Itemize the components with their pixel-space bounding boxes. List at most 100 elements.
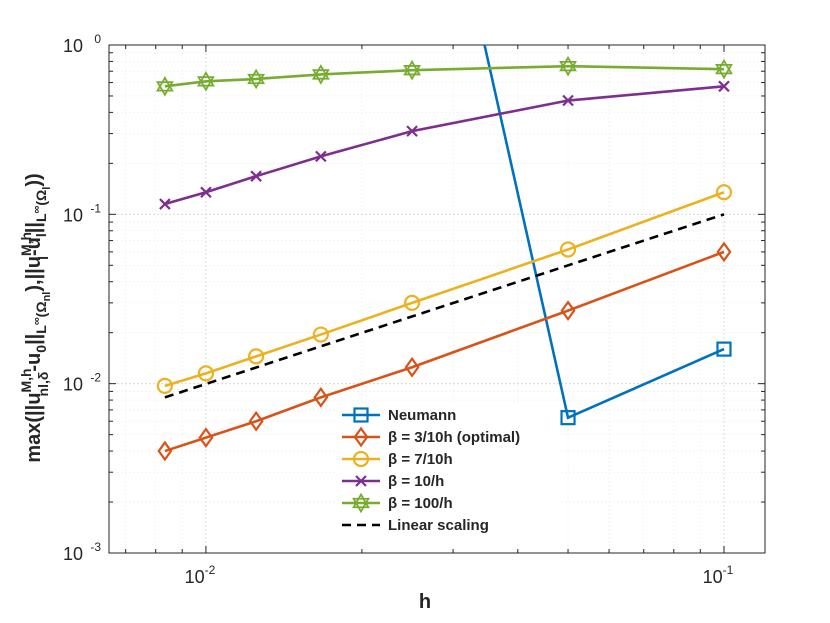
data-point [315,150,327,163]
legend-label: β = 7/10h [388,451,453,468]
marker-triangle [247,68,266,85]
x-tick-label: 10-1 [703,563,734,587]
data-point [404,356,420,378]
axes [108,44,766,554]
marker-triangle [311,64,330,80]
plot-frame [108,44,766,554]
legend-label: Neumann [388,407,456,424]
data-point [562,94,574,107]
y-label-sub: l [35,256,51,260]
y-label-part: || [23,222,45,233]
marker-triangle [247,73,266,90]
legend-box [336,403,558,545]
x-tick-label: 10-2 [185,563,216,587]
marker-triangle [715,64,733,80]
legend-marker [353,407,369,423]
data-point [313,386,329,408]
series-beta-10-h [159,80,730,210]
data-point [200,186,212,199]
marker-triangle [403,65,421,81]
series-line [164,250,725,453]
y-axis-label: max(||uM,hnl,δ-u0||L∞(Ωnl),||uM,hl-ul||L… [18,173,53,462]
y-tick-label: 10 [63,36,83,56]
series-line [483,44,725,420]
data-point [248,410,264,432]
y-label-sub: nl [41,292,53,302]
data-point [560,300,576,322]
marker-triangle [403,59,421,76]
data-point [312,326,329,343]
y-label-sub: l [33,233,49,237]
y-tick-exponent: -2 [90,371,101,385]
y-tick-exponent: -3 [90,540,101,554]
data-point [718,80,730,93]
data-point [559,241,577,258]
data-point [560,410,576,426]
series-line [164,213,725,399]
data-point [197,71,215,92]
data-point [247,68,266,90]
data-point [403,294,421,311]
legend-entry: β = 100/h [342,492,453,514]
x-axis-label: h [419,591,431,613]
legend-marker [353,426,369,448]
marker-triangle [197,71,215,87]
legend-entry: β = 10/h [342,473,444,490]
y-label-part: ),||u [23,256,45,292]
y-tick-label: 10 [63,205,83,225]
series-beta-3-10h-optimal [157,241,732,462]
marker-triangle [715,58,733,75]
y-tick-label: 10 [63,375,83,395]
legend-entry: Neumann [342,407,456,424]
marker-triangle [155,81,174,97]
series-line [164,191,725,388]
data-point [715,184,733,201]
y-label-sup: ∞ [31,317,43,325]
y-label-sub: l [41,187,53,190]
marker-triangle [197,76,215,92]
svg-text:max(||uM,hnl,δ-u0||L∞(Ωnl),||u: max(||uM,hnl,δ-u0||L∞(Ωnl),||uM,hl-ul||L… [18,173,53,462]
marker-triangle [352,492,370,509]
y-label-sub: 0 [33,345,49,353]
y-label-sup: M,h [18,368,34,392]
y-label-sub: (Ω [33,301,49,317]
y-label-sup: M,h [18,232,34,256]
marker-triangle [311,69,330,85]
y-label-part: -u [23,353,45,372]
y-label-prefix: max(||u [23,393,45,463]
legend-marker [352,450,370,468]
data-point [715,58,733,80]
y-label-sub: (Ω [33,190,49,206]
marker-triangle [155,76,174,92]
legend-label: β = 100/h [388,495,453,512]
data-point [197,365,215,382]
y-tick-label: 10 [63,544,83,564]
data-point [156,377,173,395]
legend-marker [355,475,367,487]
legend-entry: β = 7/10h [342,450,453,468]
y-label-sub: nl,δ [35,372,51,397]
data-point [559,55,577,77]
data-point [716,341,732,357]
legend-entry: Linear scaling [342,517,489,534]
data-point [198,427,214,449]
marker-triangle [559,55,577,72]
legend-marker [352,492,370,514]
data-point [157,440,173,462]
data-point [311,64,330,85]
data-point [716,241,732,263]
marker-triangle [559,61,577,77]
plot-series [155,44,733,462]
data-point [155,76,174,97]
series-neumann [483,44,732,426]
data-point [250,170,262,182]
legend-entry: β = 3/10h (optimal) [342,426,520,448]
y-label-sub: L [33,213,49,222]
y-label-part: || [23,334,45,345]
legend-label: Linear scaling [388,517,489,534]
series-beta-100-h [155,55,733,97]
legend-label: β = 3/10h (optimal) [388,429,520,446]
legend: Neumann β = 3/10h (optimal) β = 7/10h β = 1… [336,403,558,545]
